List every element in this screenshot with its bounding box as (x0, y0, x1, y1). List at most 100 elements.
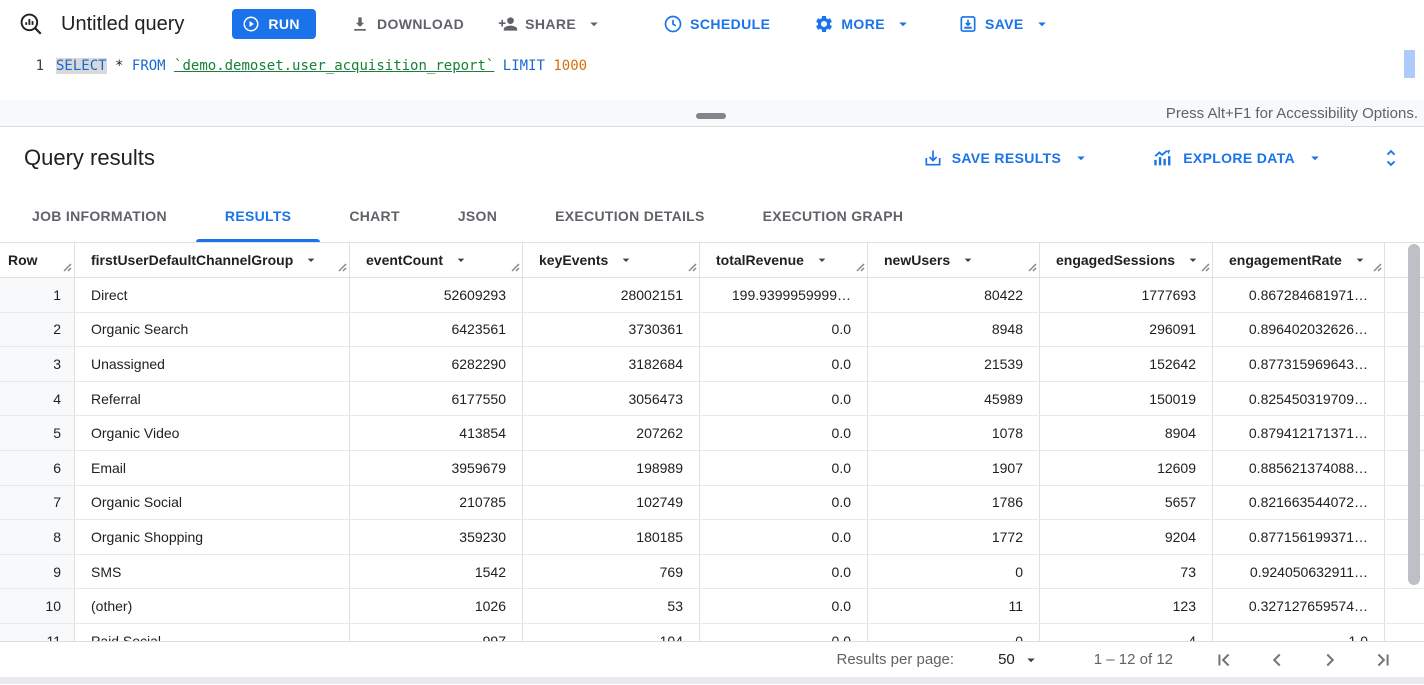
row-number-cell[interactable]: 10 (0, 589, 75, 623)
column-sort-menu-icon[interactable] (1352, 252, 1368, 268)
column-header-eventCount[interactable]: eventCount (350, 243, 523, 277)
column-sort-menu-icon[interactable] (453, 252, 469, 268)
cell-eventCount[interactable]: 1542 (350, 554, 523, 589)
cell-engagementRate[interactable]: 0.885621374088… (1213, 450, 1385, 485)
page-size-select[interactable]: 50 (998, 651, 1040, 669)
cell-keyEvents[interactable]: 198989 (523, 450, 700, 485)
row-number-cell[interactable]: 9 (0, 554, 75, 589)
cell-newUsers[interactable]: 45989 (868, 381, 1040, 416)
column-resize-handle[interactable] (1200, 259, 1210, 275)
cell-eventCount[interactable]: 3959679 (350, 450, 523, 485)
column-resize-handle[interactable] (510, 259, 520, 275)
cell-engagementRate[interactable]: 0.821663544072… (1213, 485, 1385, 520)
column-sort-menu-icon[interactable] (960, 252, 976, 268)
column-header-engagedSessions[interactable]: engagedSessions (1040, 243, 1213, 277)
cell-keyEvents[interactable]: 3182684 (523, 347, 700, 381)
sql-editor[interactable]: 1 SELECT * FROM `demo.demoset.user_acqui… (0, 48, 1424, 100)
column-header-keyEvents[interactable]: keyEvents (523, 243, 700, 277)
cell-newUsers[interactable]: 0 (868, 623, 1040, 641)
row-number-cell[interactable]: 2 (0, 312, 75, 347)
row-number-cell[interactable]: 7 (0, 485, 75, 520)
column-resize-handle[interactable] (1027, 259, 1037, 275)
cell-totalRevenue[interactable]: 0.0 (700, 623, 868, 641)
cell-firstUserDefaultChannelGroup[interactable]: Referral (75, 381, 350, 416)
column-resize-handle[interactable] (62, 259, 72, 275)
cell-newUsers[interactable]: 0 (868, 554, 1040, 589)
cell-totalRevenue[interactable]: 0.0 (700, 485, 868, 520)
cell-firstUserDefaultChannelGroup[interactable]: Organic Shopping (75, 520, 350, 554)
cell-firstUserDefaultChannelGroup[interactable]: Email (75, 450, 350, 485)
cell-newUsers[interactable]: 8948 (868, 312, 1040, 347)
column-sort-menu-icon[interactable] (618, 252, 634, 268)
cell-engagedSessions[interactable]: 152642 (1040, 347, 1213, 381)
row-number-cell[interactable]: 11 (0, 623, 75, 641)
table-scrollbar[interactable] (1408, 244, 1420, 640)
row-number-cell[interactable]: 1 (0, 278, 75, 312)
row-number-cell[interactable]: 6 (0, 450, 75, 485)
cell-firstUserDefaultChannelGroup[interactable]: Direct (75, 278, 350, 312)
cell-newUsers[interactable]: 11 (868, 589, 1040, 623)
column-header-totalRevenue[interactable]: totalRevenue (700, 243, 868, 277)
row-number-cell[interactable]: 3 (0, 347, 75, 381)
panel-resize-handle[interactable] (696, 113, 726, 119)
cell-engagedSessions[interactable]: 123 (1040, 589, 1213, 623)
cell-keyEvents[interactable]: 207262 (523, 416, 700, 450)
cell-engagementRate[interactable]: 0.327127659574… (1213, 589, 1385, 623)
tab-results[interactable]: RESULTS (195, 189, 321, 242)
more-button[interactable]: MORE (808, 6, 918, 42)
cell-engagementRate[interactable]: 0.896402032626… (1213, 312, 1385, 347)
column-resize-handle[interactable] (855, 259, 865, 275)
cell-newUsers[interactable]: 1078 (868, 416, 1040, 450)
column-resize-handle[interactable] (1372, 259, 1382, 275)
cell-eventCount[interactable]: 6282290 (350, 347, 523, 381)
cell-engagementRate[interactable]: 0.924050632911… (1213, 554, 1385, 589)
tab-execution-graph[interactable]: EXECUTION GRAPH (762, 207, 904, 224)
cell-engagedSessions[interactable]: 150019 (1040, 381, 1213, 416)
cell-engagementRate[interactable]: 1.0 (1213, 623, 1385, 641)
cell-firstUserDefaultChannelGroup[interactable]: Organic Video (75, 416, 350, 450)
cell-engagementRate[interactable]: 0.867284681971… (1213, 278, 1385, 312)
cell-newUsers[interactable]: 1772 (868, 520, 1040, 554)
first-page-button[interactable] (1213, 649, 1235, 671)
cell-eventCount[interactable]: 413854 (350, 416, 523, 450)
next-page-button[interactable] (1319, 649, 1341, 671)
cell-eventCount[interactable]: 997 (350, 623, 523, 641)
last-page-button[interactable] (1372, 649, 1394, 671)
cell-engagedSessions[interactable]: 1777693 (1040, 278, 1213, 312)
cell-firstUserDefaultChannelGroup[interactable]: Paid Social (75, 623, 350, 641)
tab-execution-details[interactable]: EXECUTION DETAILS (555, 207, 705, 224)
cell-engagedSessions[interactable]: 296091 (1040, 312, 1213, 347)
cell-keyEvents[interactable]: 3730361 (523, 312, 700, 347)
run-button[interactable]: RUN (232, 9, 316, 39)
explore-data-button[interactable]: EXPLORE DATA (1152, 147, 1324, 169)
editor-scrollbar[interactable] (1404, 50, 1415, 78)
cell-engagementRate[interactable]: 0.825450319709… (1213, 381, 1385, 416)
cell-eventCount[interactable]: 210785 (350, 485, 523, 520)
column-header-firstUserDefaultChannelGroup[interactable]: firstUserDefaultChannelGroup (75, 243, 350, 277)
cell-totalRevenue[interactable]: 0.0 (700, 554, 868, 589)
cell-keyEvents[interactable]: 104 (523, 623, 700, 641)
table-scrollbar-thumb[interactable] (1408, 244, 1420, 585)
column-sort-menu-icon[interactable] (303, 252, 319, 268)
cell-engagedSessions[interactable]: 5657 (1040, 485, 1213, 520)
row-number-cell[interactable]: 8 (0, 520, 75, 554)
cell-eventCount[interactable]: 359230 (350, 520, 523, 554)
cell-eventCount[interactable]: 6177550 (350, 381, 523, 416)
cell-engagedSessions[interactable]: 9204 (1040, 520, 1213, 554)
cell-keyEvents[interactable]: 769 (523, 554, 700, 589)
cell-totalRevenue[interactable]: 0.0 (700, 520, 868, 554)
cell-firstUserDefaultChannelGroup[interactable]: SMS (75, 554, 350, 589)
tab-job-information[interactable]: JOB INFORMATION (32, 207, 167, 224)
cell-keyEvents[interactable]: 180185 (523, 520, 700, 554)
column-sort-menu-icon[interactable] (1185, 252, 1201, 268)
cell-engagementRate[interactable]: 0.877156199371… (1213, 520, 1385, 554)
cell-engagedSessions[interactable]: 12609 (1040, 450, 1213, 485)
cell-keyEvents[interactable]: 102749 (523, 485, 700, 520)
previous-page-button[interactable] (1266, 649, 1288, 671)
cell-engagementRate[interactable]: 0.877315969643… (1213, 347, 1385, 381)
cell-firstUserDefaultChannelGroup[interactable]: Organic Search (75, 312, 350, 347)
cell-eventCount[interactable]: 1026 (350, 589, 523, 623)
column-resize-handle[interactable] (687, 259, 697, 275)
cell-totalRevenue[interactable]: 0.0 (700, 347, 868, 381)
row-number-cell[interactable]: 4 (0, 381, 75, 416)
